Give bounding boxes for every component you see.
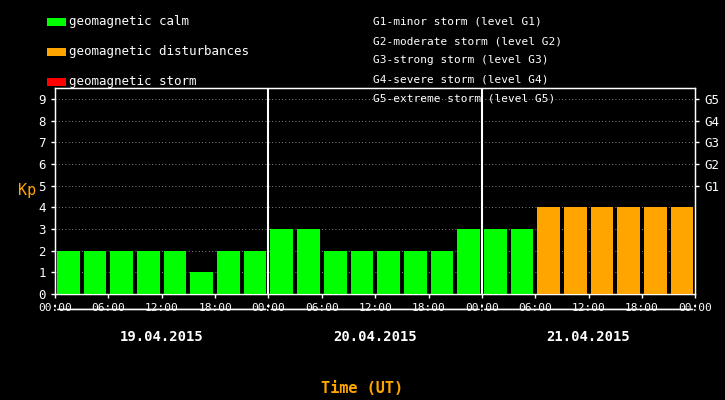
Bar: [84, 251, 107, 294]
Bar: [57, 251, 80, 294]
Bar: [484, 229, 507, 294]
Text: geomagnetic disturbances: geomagnetic disturbances: [69, 46, 249, 58]
Text: G1-minor storm (level G1): G1-minor storm (level G1): [373, 17, 542, 27]
Bar: [617, 207, 640, 294]
Text: G2-moderate storm (level G2): G2-moderate storm (level G2): [373, 36, 563, 46]
Text: 19.04.2015: 19.04.2015: [120, 330, 204, 344]
Text: G5-extreme storm (level G5): G5-extreme storm (level G5): [373, 94, 555, 104]
Bar: [510, 229, 533, 294]
Bar: [671, 207, 693, 294]
Bar: [297, 229, 320, 294]
Y-axis label: Kp: Kp: [18, 184, 36, 198]
Text: Time (UT): Time (UT): [321, 381, 404, 396]
Bar: [537, 207, 560, 294]
Text: G4-severe storm (level G4): G4-severe storm (level G4): [373, 74, 549, 84]
Bar: [564, 207, 587, 294]
Bar: [324, 251, 347, 294]
Bar: [350, 251, 373, 294]
Text: geomagnetic calm: geomagnetic calm: [69, 16, 189, 28]
Bar: [644, 207, 666, 294]
Bar: [137, 251, 160, 294]
Bar: [270, 229, 293, 294]
Bar: [110, 251, 133, 294]
Bar: [218, 251, 240, 294]
Text: 20.04.2015: 20.04.2015: [334, 330, 417, 344]
Bar: [457, 229, 480, 294]
Text: geomagnetic storm: geomagnetic storm: [69, 76, 196, 88]
Bar: [431, 251, 453, 294]
Bar: [591, 207, 613, 294]
Bar: [244, 251, 267, 294]
Bar: [377, 251, 400, 294]
Bar: [404, 251, 426, 294]
Bar: [191, 272, 213, 294]
Text: G3-strong storm (level G3): G3-strong storm (level G3): [373, 55, 549, 65]
Text: 21.04.2015: 21.04.2015: [547, 330, 631, 344]
Bar: [164, 251, 186, 294]
